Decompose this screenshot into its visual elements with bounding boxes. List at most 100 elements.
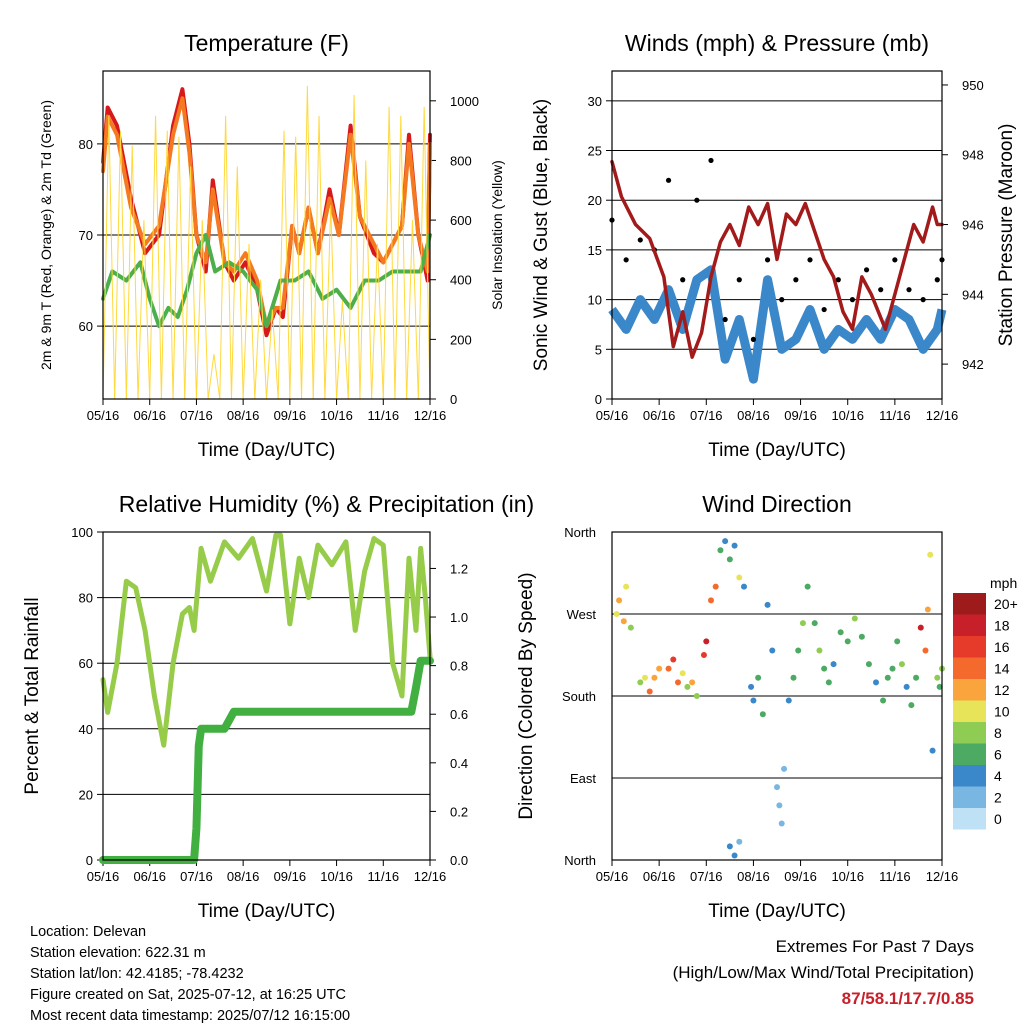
direction-point bbox=[651, 674, 658, 681]
solar-insolation-line bbox=[406, 220, 419, 400]
direction-point bbox=[759, 711, 766, 718]
x-tick-label: 11/16 bbox=[367, 408, 399, 423]
x-tick-label: 08/16 bbox=[227, 408, 260, 423]
direction-point bbox=[917, 624, 924, 631]
chart-panel-1: Temperature (F)6070800200400600800100005… bbox=[38, 30, 505, 461]
gust-point bbox=[835, 277, 841, 283]
direction-point bbox=[865, 661, 872, 668]
y-right-tick-label: 0.6 bbox=[450, 707, 468, 722]
direction-point bbox=[790, 674, 797, 681]
chart-panel-3: Relative Humidity (%) & Precipitation (i… bbox=[22, 491, 534, 922]
direction-point bbox=[903, 683, 910, 690]
solar-insolation-line bbox=[219, 115, 232, 400]
gust-point bbox=[623, 257, 629, 263]
x-axis-label: Time (Day/UTC) bbox=[198, 901, 336, 922]
y-right-tick-label: 948 bbox=[962, 148, 984, 163]
direction-point bbox=[922, 647, 929, 654]
direction-point bbox=[616, 597, 623, 604]
solar-insolation-line bbox=[336, 300, 349, 400]
x-tick-label: 10/16 bbox=[320, 869, 353, 884]
direction-point bbox=[913, 674, 920, 681]
solar-insolation-line bbox=[160, 130, 174, 400]
legend-swatch bbox=[953, 700, 986, 722]
legend-swatch bbox=[953, 679, 986, 701]
x-axis-label: Time (Day/UTC) bbox=[708, 901, 846, 922]
direction-point bbox=[708, 597, 714, 604]
x-tick-label: 09/16 bbox=[274, 869, 307, 884]
direction-point bbox=[637, 679, 644, 686]
y-right-tick-label: 942 bbox=[962, 357, 984, 372]
y-right-tick-label: 1000 bbox=[450, 94, 479, 109]
x-tick-label: 09/16 bbox=[274, 408, 307, 423]
legend-swatch bbox=[953, 593, 986, 615]
solar-insolation-line bbox=[277, 130, 291, 400]
direction-point bbox=[821, 665, 828, 672]
y-axis-label: Sonic Wind & Gust (Blue, Black) bbox=[531, 99, 552, 371]
y-tick-label: 0 bbox=[86, 853, 93, 868]
direction-point bbox=[627, 624, 634, 631]
gust-point bbox=[863, 267, 870, 273]
gust-point bbox=[906, 287, 912, 293]
gust-point bbox=[878, 287, 884, 293]
plot-frame bbox=[611, 531, 943, 861]
direction-point bbox=[844, 638, 851, 645]
gust-point bbox=[793, 277, 799, 283]
y-right-tick-label: 0.4 bbox=[450, 756, 468, 771]
extremes-subtitle: (High/Low/Max Wind/Total Precipitation) bbox=[672, 963, 974, 982]
x-tick-label: 06/16 bbox=[643, 408, 676, 423]
direction-point bbox=[851, 615, 858, 622]
solar-insolation-line bbox=[149, 115, 162, 400]
solar-insolation-line bbox=[230, 166, 244, 400]
x-tick-label: 05/16 bbox=[596, 408, 629, 423]
solar-insolation-line bbox=[172, 136, 186, 400]
x-tick-label: 06/16 bbox=[133, 869, 166, 884]
direction-point bbox=[613, 611, 620, 617]
chart-panel-2: Winds (mph) & Pressure (mb) 0 5 10 15 20 25 30 9… bbox=[531, 30, 1017, 461]
direction-point bbox=[656, 665, 663, 672]
legend-swatch bbox=[953, 765, 986, 787]
solar-insolation-line bbox=[394, 115, 408, 400]
direction-point bbox=[755, 674, 762, 681]
x-tick-label: 07/16 bbox=[690, 869, 723, 884]
gust-point bbox=[665, 177, 672, 183]
chart-title: Winds (mph) & Pressure (mb) bbox=[625, 30, 929, 56]
y-right-tick-label: 800 bbox=[450, 153, 472, 168]
gust-point bbox=[934, 277, 940, 283]
y-tick-label: North bbox=[564, 853, 596, 868]
x-tick-label: 11/16 bbox=[879, 869, 911, 884]
gust-point bbox=[694, 197, 700, 203]
direction-point bbox=[623, 583, 630, 590]
x-tick-label: 06/16 bbox=[643, 869, 676, 884]
y-right-tick-label: 600 bbox=[450, 213, 472, 228]
direction-point bbox=[675, 679, 681, 686]
x-tick-label: 07/16 bbox=[180, 408, 213, 423]
solar-insolation-line bbox=[371, 243, 384, 400]
solar-insolation-line bbox=[359, 160, 373, 400]
pressure-line bbox=[610, 159, 944, 359]
direction-point bbox=[665, 665, 672, 672]
legend-swatch bbox=[953, 743, 986, 765]
direction-point bbox=[646, 688, 653, 695]
direction-point bbox=[726, 556, 733, 563]
direction-point bbox=[731, 852, 738, 859]
y-right-tick-label: 946 bbox=[962, 218, 984, 233]
direction-point bbox=[693, 693, 700, 699]
chart-title: Temperature (F) bbox=[184, 30, 349, 56]
legend-label: 12 bbox=[994, 682, 1010, 698]
legend-label: 16 bbox=[994, 639, 1010, 655]
direction-point bbox=[726, 843, 733, 850]
solar-insolation-line bbox=[102, 115, 116, 400]
direction-point bbox=[764, 601, 771, 608]
x-tick-label: 12/16 bbox=[926, 408, 959, 423]
y-tick-label: 5 bbox=[595, 342, 602, 357]
gust-point bbox=[680, 277, 686, 283]
y-tick-label: 10 bbox=[588, 293, 602, 308]
solar-insolation-line bbox=[114, 130, 127, 400]
x-tick-label: 08/16 bbox=[737, 408, 770, 423]
y-tick-label: 25 bbox=[588, 144, 602, 159]
x-tick-label: 09/16 bbox=[784, 408, 817, 423]
y-tick-label: 40 bbox=[79, 722, 93, 737]
legend-swatch bbox=[953, 614, 986, 636]
y-right-tick-label: 400 bbox=[450, 273, 472, 288]
direction-point bbox=[689, 679, 696, 686]
